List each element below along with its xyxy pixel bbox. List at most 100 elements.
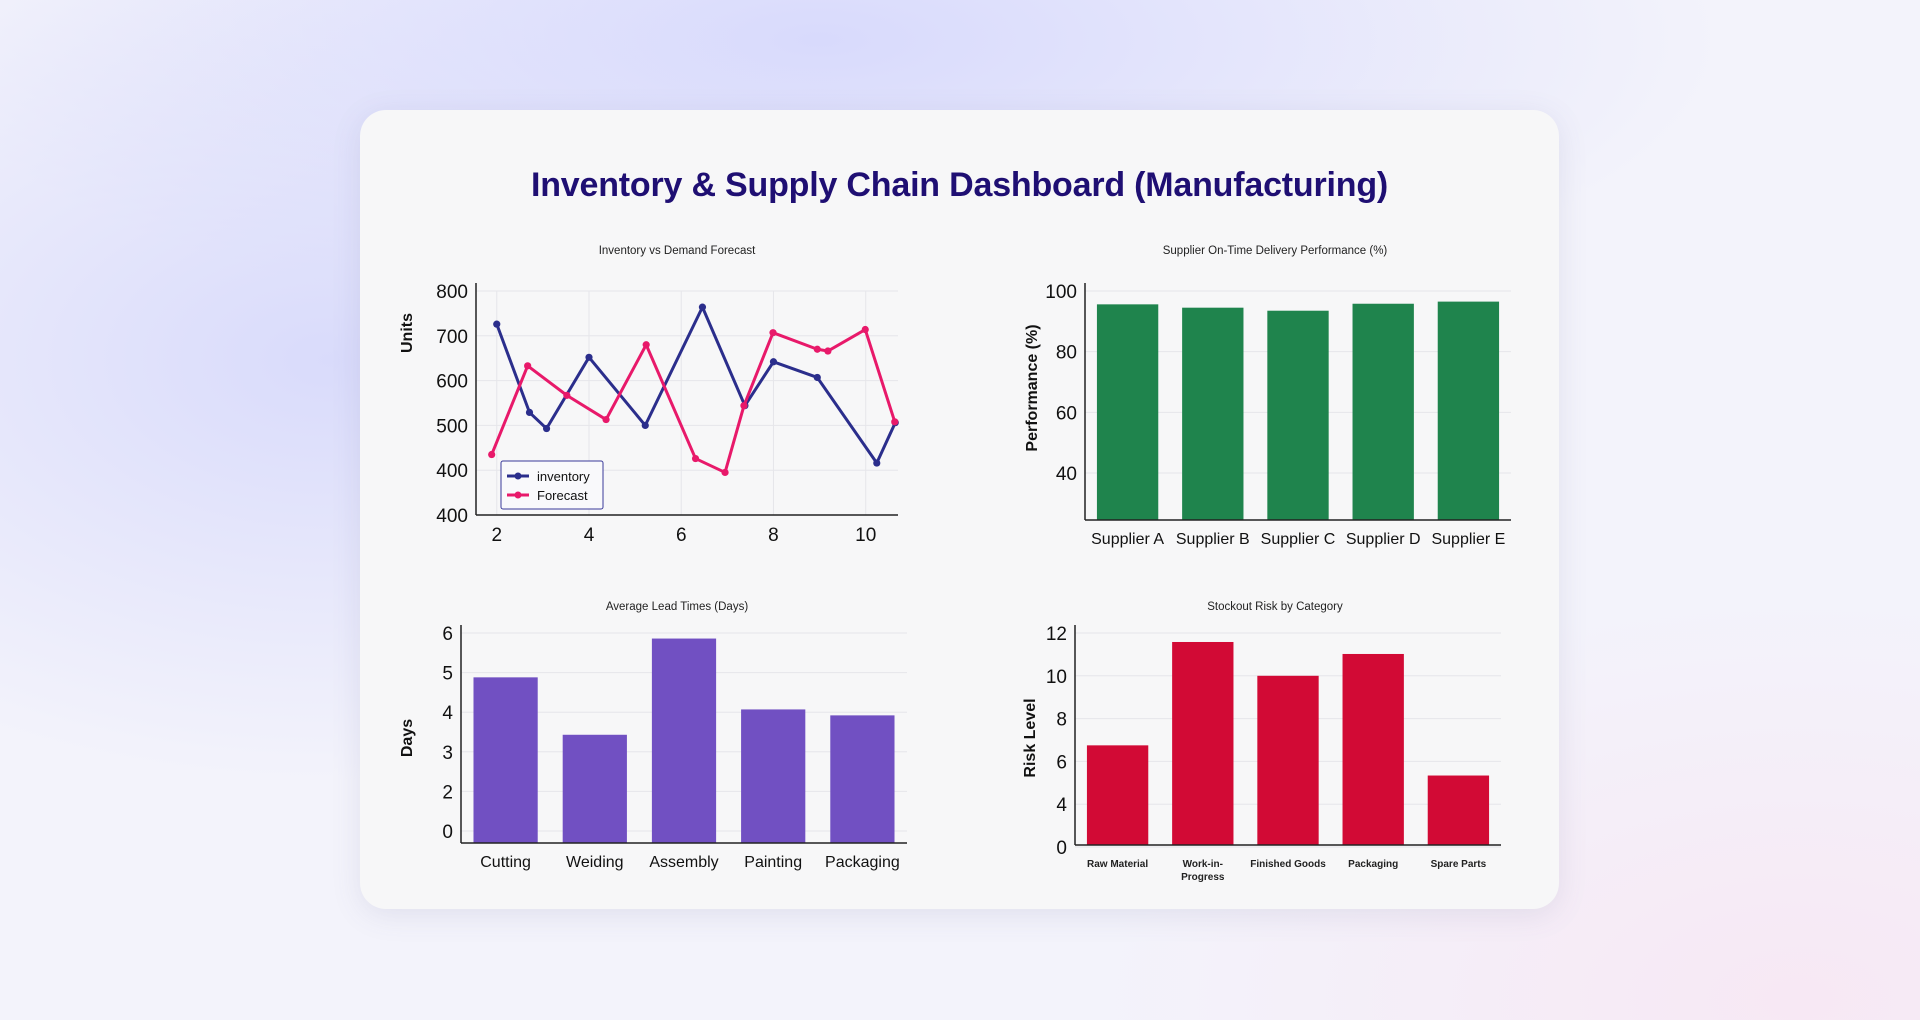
y-tick-label: 0 — [442, 822, 453, 843]
chart-2: Supplier On-Time Delivery Performance (%… — [1024, 245, 1511, 548]
x-tick-label: Supplier D — [1346, 531, 1421, 548]
bar — [1342, 653, 1404, 845]
x-tick-label: 2 — [491, 525, 502, 546]
data-point — [542, 424, 551, 433]
bar — [1427, 775, 1490, 845]
chart-title: Average Lead Times (Days) — [606, 601, 748, 613]
chart-3: Average Lead Times (Days) Days 0 2 3 4 5 6 Cutti… — [399, 601, 907, 871]
chart-4: Stockout Risk by Category Risk Level 0 4 6 8 1… — [1022, 601, 1501, 883]
x-tick-label: Supplier B — [1176, 531, 1250, 548]
y-tick-label: 600 — [436, 372, 468, 393]
data-point — [813, 373, 821, 382]
bar — [473, 677, 538, 843]
y-tick-label: 4 — [442, 703, 453, 724]
data-point — [641, 421, 649, 429]
bar — [1267, 310, 1329, 520]
y-tick-label: 5 — [442, 664, 453, 685]
y-axis-label: Risk Level — [1022, 698, 1039, 777]
data-point — [488, 450, 496, 459]
x-tick-label: Packaging — [1348, 859, 1398, 870]
legend-label: inventory — [537, 469, 590, 484]
y-tick-label: 40 — [1056, 464, 1077, 485]
x-tick-label: Spare Parts — [1431, 859, 1487, 870]
y-tick-label: 700 — [436, 327, 468, 348]
data-point — [525, 408, 534, 417]
data-point — [740, 402, 748, 410]
data-point — [602, 415, 610, 424]
data-point — [873, 459, 881, 467]
chart-title: Supplier On-Time Delivery Performance (%… — [1163, 245, 1388, 257]
bar — [830, 715, 895, 843]
y-tick-label: 2 — [442, 782, 453, 803]
x-tick-label: Assembly — [649, 854, 718, 871]
data-point — [563, 391, 571, 399]
y-tick-label: 80 — [1056, 343, 1077, 364]
x-tick-label: Packaging — [825, 854, 900, 871]
x-tick-label: 10 — [855, 525, 876, 546]
bar — [1086, 745, 1149, 845]
x-tick-label: 8 — [768, 525, 779, 546]
data-point — [585, 353, 593, 361]
y-tick-label: 6 — [442, 624, 453, 645]
x-tick-label: Finished Goods — [1250, 859, 1326, 870]
x-tick-label: Supplier E — [1431, 531, 1505, 548]
data-point — [524, 362, 532, 370]
legend: inventory Forecast — [500, 460, 604, 510]
chart-title: Stockout Risk by Category — [1207, 601, 1343, 613]
chart-title: Inventory vs Demand Forecast — [599, 245, 756, 257]
data-point — [824, 347, 832, 355]
y-tick-label: 500 — [436, 416, 468, 437]
data-point — [861, 325, 869, 334]
data-point — [813, 345, 821, 353]
x-tick-label: Supplier A — [1091, 531, 1164, 548]
y-tick-label: 3 — [442, 743, 453, 764]
x-tick-label: Cutting — [480, 854, 531, 871]
data-point — [642, 341, 650, 349]
x-tick-label: Painting — [744, 854, 802, 871]
data-point — [493, 320, 501, 328]
y-tick-label: 400 — [436, 506, 468, 527]
y-tick-label: 0 — [1056, 838, 1067, 859]
bar — [1096, 304, 1159, 520]
bar — [1257, 675, 1319, 845]
legend-marker — [514, 491, 522, 499]
y-tick-label: 8 — [1056, 710, 1067, 731]
x-tick-label: Weiding — [566, 854, 624, 871]
bar — [1182, 307, 1244, 520]
y-axis-label: Units — [399, 313, 416, 353]
data-point — [769, 329, 777, 337]
x-tick-label: Progress — [1181, 872, 1225, 883]
chart-1: Inventory vs Demand Forecast Units 400 400 5… — [399, 245, 899, 546]
y-axis-label: Days — [399, 719, 416, 757]
y-tick-label: 800 — [436, 282, 468, 303]
x-tick-label: Supplier C — [1261, 531, 1336, 548]
y-tick-label: 10 — [1046, 667, 1067, 688]
data-point — [721, 468, 729, 477]
y-tick-label: 12 — [1046, 624, 1067, 645]
x-tick-label: 6 — [676, 525, 687, 546]
data-point — [769, 358, 778, 366]
data-point — [891, 418, 899, 426]
y-tick-label: 400 — [436, 461, 468, 482]
x-tick-label: 4 — [584, 525, 595, 546]
legend-label: Forecast — [537, 488, 588, 503]
dashboard-title: Inventory & Supply Chain Dashboard (Manu… — [530, 166, 1389, 204]
x-tick-label: Work-in- — [1183, 859, 1223, 870]
data-point — [698, 303, 707, 311]
y-tick-label: 4 — [1056, 795, 1067, 816]
x-tick-label: Raw Material — [1087, 859, 1148, 870]
y-axis-label: Performance (%) — [1024, 324, 1041, 451]
bar — [741, 709, 806, 843]
bar — [651, 638, 717, 843]
bar — [1352, 303, 1414, 520]
legend-marker — [514, 472, 522, 480]
bar — [1172, 641, 1234, 845]
series-line-inventory — [495, 305, 897, 465]
bar — [1437, 301, 1500, 520]
bar — [562, 734, 627, 843]
y-tick-label: 6 — [1056, 752, 1067, 773]
data-point — [691, 454, 700, 463]
y-tick-label: 60 — [1056, 403, 1077, 424]
y-tick-label: 100 — [1045, 282, 1077, 303]
